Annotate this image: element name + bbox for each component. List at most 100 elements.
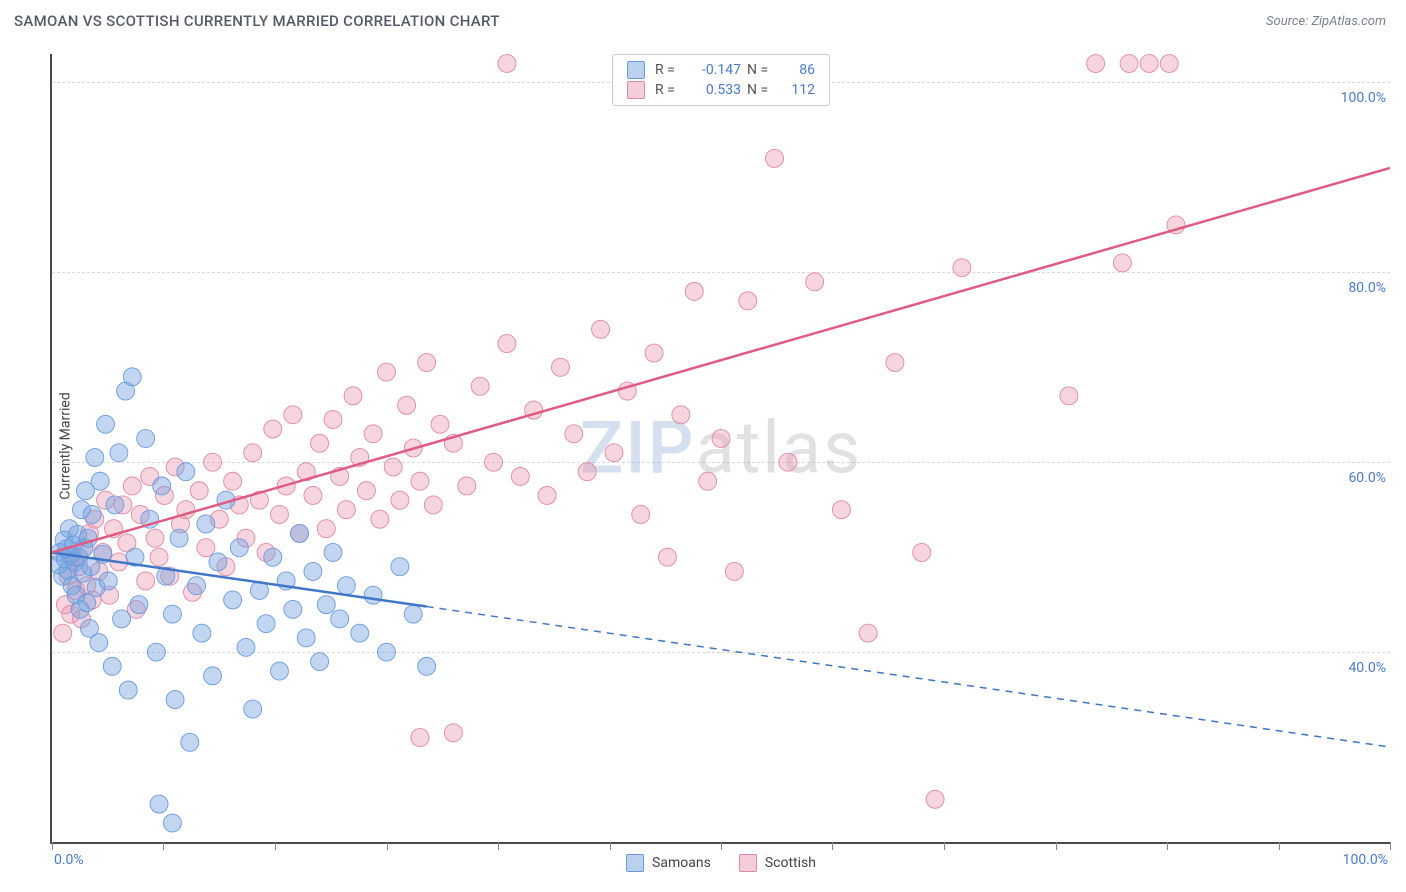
stats-box: R = -0.147 N = 86 R = 0.533 N = 112 bbox=[612, 54, 830, 106]
legend-item-samoans: Samoans bbox=[626, 854, 711, 872]
plot-inner: ZIPatlas R = -0.147 N = 86 R = 0.533 N =… bbox=[52, 54, 1390, 842]
chart-container: SAMOAN VS SCOTTISH CURRENTLY MARRIED COR… bbox=[0, 0, 1406, 892]
stats-n-scottish: 112 bbox=[781, 82, 815, 98]
x-tick bbox=[387, 842, 388, 850]
stats-n-samoans: 86 bbox=[781, 62, 815, 78]
plot-area: ZIPatlas R = -0.147 N = 86 R = 0.533 N =… bbox=[50, 54, 1390, 844]
data-point bbox=[337, 501, 355, 519]
x-tick bbox=[275, 842, 276, 850]
data-point bbox=[404, 605, 422, 623]
data-point bbox=[270, 505, 288, 523]
source-prefix: Source: bbox=[1266, 14, 1311, 29]
x-tick bbox=[944, 842, 945, 850]
data-point bbox=[391, 491, 409, 509]
x-tick bbox=[1279, 842, 1280, 850]
data-point bbox=[123, 477, 141, 495]
data-point bbox=[384, 458, 402, 476]
legend-item-scottish: Scottish bbox=[739, 854, 816, 872]
data-point bbox=[1087, 55, 1105, 73]
stats-r-samoans: -0.147 bbox=[689, 62, 741, 78]
data-point bbox=[257, 615, 275, 633]
data-point bbox=[444, 724, 462, 742]
data-point bbox=[886, 354, 904, 372]
data-point bbox=[86, 449, 104, 467]
stats-n-label: N = bbox=[747, 62, 775, 78]
data-point bbox=[103, 657, 121, 675]
data-point bbox=[177, 463, 195, 481]
data-point bbox=[123, 368, 141, 386]
data-point bbox=[1120, 55, 1138, 73]
data-point bbox=[237, 638, 255, 656]
data-point bbox=[130, 596, 148, 614]
data-point bbox=[458, 477, 476, 495]
data-point bbox=[204, 667, 222, 685]
data-point bbox=[565, 425, 583, 443]
stats-swatch-scottish bbox=[627, 81, 645, 99]
data-point bbox=[209, 553, 227, 571]
data-point bbox=[411, 729, 429, 747]
data-point bbox=[645, 344, 663, 362]
data-point bbox=[304, 486, 322, 504]
data-point bbox=[147, 643, 165, 661]
data-point bbox=[54, 624, 72, 642]
data-point bbox=[378, 643, 396, 661]
data-point bbox=[297, 629, 315, 647]
data-point bbox=[230, 539, 248, 557]
data-point bbox=[188, 577, 206, 595]
data-point bbox=[83, 505, 101, 523]
x-tick bbox=[52, 842, 53, 850]
data-point bbox=[511, 468, 529, 486]
data-point bbox=[90, 634, 108, 652]
data-point bbox=[197, 539, 215, 557]
data-point bbox=[264, 548, 282, 566]
data-point bbox=[311, 653, 329, 671]
data-point bbox=[578, 463, 596, 481]
data-point bbox=[953, 259, 971, 277]
data-point bbox=[398, 396, 416, 414]
data-point bbox=[97, 415, 115, 433]
legend-label-samoans: Samoans bbox=[652, 855, 711, 871]
data-point bbox=[806, 273, 824, 291]
data-point bbox=[498, 335, 516, 353]
trend-line bbox=[52, 168, 1390, 553]
data-point bbox=[197, 515, 215, 533]
data-point bbox=[163, 814, 181, 832]
data-point bbox=[284, 600, 302, 618]
data-point bbox=[551, 358, 569, 376]
chart-header: SAMOAN VS SCOTTISH CURRENTLY MARRIED COR… bbox=[0, 0, 1406, 42]
data-point bbox=[712, 430, 730, 448]
stats-swatch-samoans bbox=[627, 61, 645, 79]
data-point bbox=[150, 548, 168, 566]
data-point bbox=[424, 496, 442, 514]
data-point bbox=[244, 444, 262, 462]
data-point bbox=[317, 520, 335, 538]
data-point bbox=[270, 662, 288, 680]
data-point bbox=[311, 434, 329, 452]
data-point bbox=[317, 596, 335, 614]
data-point bbox=[181, 733, 199, 751]
data-point bbox=[137, 430, 155, 448]
data-point bbox=[391, 558, 409, 576]
data-point bbox=[498, 55, 516, 73]
x-tick bbox=[721, 842, 722, 850]
data-point bbox=[605, 444, 623, 462]
data-point bbox=[672, 406, 690, 424]
data-point bbox=[766, 149, 784, 167]
data-point bbox=[739, 292, 757, 310]
x-tick bbox=[1056, 842, 1057, 850]
data-point bbox=[304, 562, 322, 580]
stats-r-label: R = bbox=[655, 62, 683, 78]
data-point bbox=[471, 377, 489, 395]
chart-source: Source: ZipAtlas.com bbox=[1266, 14, 1386, 29]
chart-title: SAMOAN VS SCOTTISH CURRENTLY MARRIED COR… bbox=[14, 12, 500, 30]
data-point bbox=[106, 496, 124, 514]
data-point bbox=[190, 482, 208, 500]
data-point bbox=[538, 486, 556, 504]
stats-n-label-2: N = bbox=[747, 82, 775, 98]
data-point bbox=[337, 577, 355, 595]
data-point bbox=[1060, 387, 1078, 405]
data-point bbox=[224, 591, 242, 609]
data-point bbox=[431, 415, 449, 433]
stats-r-scottish: 0.533 bbox=[689, 82, 741, 98]
data-point bbox=[193, 624, 211, 642]
